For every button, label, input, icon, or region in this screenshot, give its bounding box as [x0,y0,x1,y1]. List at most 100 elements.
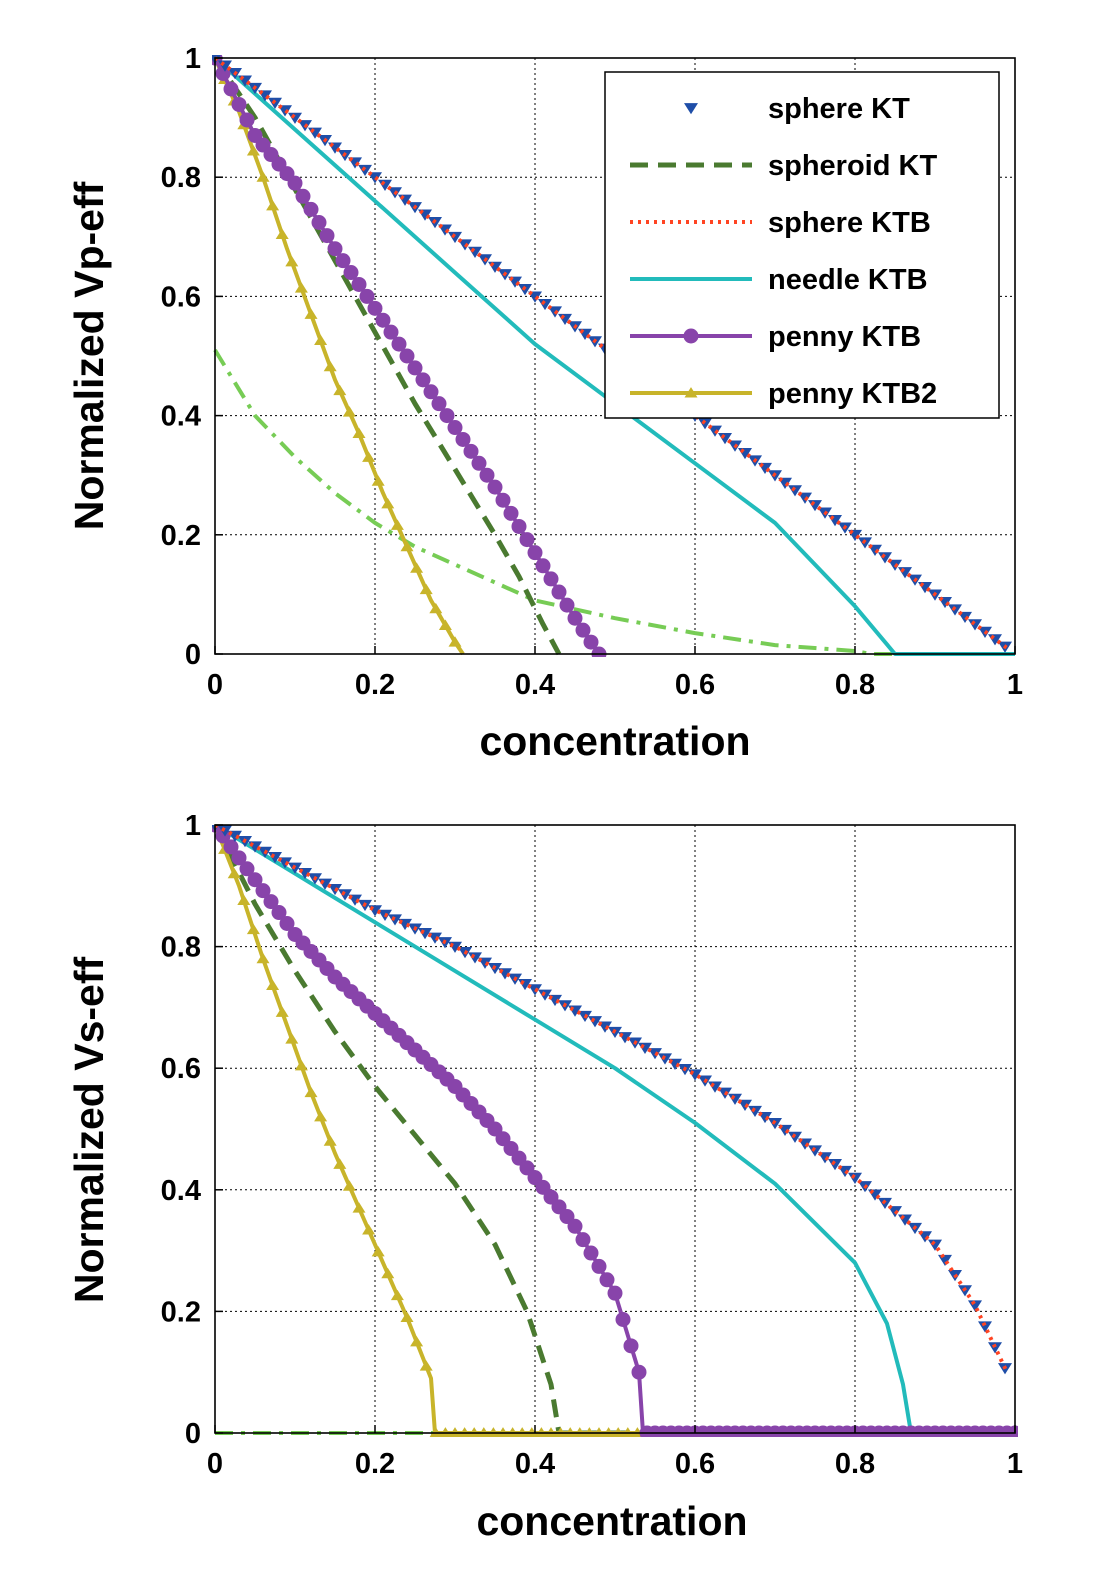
vp-marker-penny-ktb [295,188,311,204]
vs-y-tick-label: 1 [185,810,201,842]
vs-marker-sphere-kt [878,1197,892,1210]
vp-marker-penny-ktb2 [266,199,280,211]
vs-marker-penny-ktb2 [304,1086,318,1098]
vp-marker-sphere-kt [448,231,462,244]
vs-axes-frame [214,824,1016,1434]
vp-chart: 0 0.2 0.4 0.6 0.8 1 0 0.2 0.4 0.6 0.8 1 concentrati… [66,43,1023,764]
vp-legend-item-penny-ktb: penny KTB [630,321,921,353]
vs-marker-penny-ktb [231,850,247,866]
vs-marker-penny-ktb2 [621,1427,634,1437]
vs-series-penny-ktb2 [212,825,1018,1437]
vp-marker-penny-ktb [311,214,327,230]
vp-marker-penny-ktb [535,558,551,574]
vp-marker-penny-ktb2 [352,427,366,439]
vp-marker-penny-ktb2 [438,619,452,630]
vp-marker-penny-ktb [511,518,527,534]
vs-marker-sphere-kt [828,1159,842,1171]
vp-marker-penny-ktb [335,253,351,269]
vs-marker-penny-ktb [567,1218,583,1234]
vs-marker-sphere-kt [808,1145,822,1157]
vs-marker-penny-ktb2 [246,923,260,935]
vs-marker-sphere-kt [848,1172,862,1184]
vp-marker-penny-ktb [215,65,231,81]
vp-x-axis-label: concentration [479,718,750,764]
vs-marker-sphere-kt [958,1285,972,1297]
vp-marker-penny-ktb [303,201,319,217]
vp-marker-penny-ktb [351,276,367,292]
vp-marker-penny-ktb [343,265,359,281]
vs-marker-penny-ktb [583,1245,599,1261]
vp-marker-penny-ktb [231,96,247,112]
vp-x-tick-label: 0.8 [835,669,875,701]
vp-legend-label-needle-ktb: needle KTB [768,264,928,296]
vs-marker-penny-ktb2 [294,1059,308,1071]
vs-marker-penny-ktb2 [285,1033,299,1044]
vs-marker-penny-ktb2 [535,1427,548,1437]
vp-marker-penny-ktb [399,348,415,364]
vp-marker-sphere-kt [288,112,302,124]
vs-marker-penny-ktb2 [554,1427,567,1437]
vs-marker-penny-ktb2 [256,952,270,964]
vs-marker-penny-ktb [599,1272,615,1288]
vs-marker-sphere-kt [938,1254,952,1267]
vs-marker-penny-ktb2 [381,1267,395,1279]
vp-marker-penny-ktb2 [342,406,356,417]
vs-marker-sphere-kt [588,1016,602,1028]
vs-marker-penny-ktb2 [266,979,280,991]
vp-marker-penny-ktb2 [400,540,414,552]
vs-x-axis-label: concentration [476,1498,747,1544]
vp-marker-sphere-kt [968,619,982,631]
vp-y-tick-label: 0.8 [161,162,201,194]
vp-marker-penny-ktb [375,312,391,328]
vp-marker-penny-ktb [423,384,439,400]
vs-marker-penny-ktb2 [516,1427,529,1437]
vs-y-tick-label: 0 [185,1418,201,1450]
vp-x-tick-label: 0.2 [355,669,395,701]
vs-marker-penny-ktb [615,1312,631,1328]
vp-marker-penny-ktb [463,443,479,459]
vs-marker-penny-ktb2 [439,1427,452,1437]
vp-marker-penny-ktb [319,228,335,244]
vp-marker-penny-ktb [287,175,303,191]
vp-y-axis-label: Normalized Vp-eff [66,181,112,530]
vp-marker-penny-ktb2 [390,519,404,530]
vp-marker-penny-ktb [487,479,503,495]
vp-marker-penny-ktb2 [419,583,433,595]
vp-marker-penny-ktb2 [314,334,328,346]
vs-marker-penny-ktb2 [314,1110,328,1122]
vs-series-spheroid-kt [212,825,1015,1436]
vs-marker-penny-ktb2 [237,894,251,905]
vs-marker-sphere-kt [768,1118,782,1130]
vp-marker-sphere-kt [358,164,372,177]
vs-marker-penny-ktb2 [323,1135,337,1146]
vs-marker-sphere-kt [538,989,552,1001]
vs-marker-sphere-kt [468,952,482,964]
vs-series-needle-ktb [213,825,1015,1435]
vs-marker-penny-ktb [279,915,295,931]
vp-marker-penny-ktb2 [410,562,424,573]
vp-marker-penny-ktb2 [362,451,376,462]
vp-x-tick-label: 0 [207,669,223,701]
vp-marker-penny-ktb [455,431,471,447]
vs-marker-penny-ktb [631,1364,647,1380]
vs-marker-penny-ktb2 [410,1335,424,1347]
vs-marker-sphere-kt [278,857,292,869]
vp-x-tick-label: 0.6 [675,669,715,701]
vp-legend-label-spheroid-kt: spheroid KT [768,150,937,182]
vs-line-spheroid-kt [212,825,1015,1436]
vp-marker-penny-ktb [503,505,519,521]
vs-marker-sphere-kt [338,889,352,901]
vs-marker-penny-ktb [591,1258,607,1274]
vs-x-tick-label: 0.6 [675,1448,715,1480]
vp-marker-sphere-kt [958,611,972,624]
vp-legend-item-sphere-ktb: sphere KTB [630,207,931,239]
vs-marker-penny-ktb [223,839,239,855]
vs-line-needle-ktb [213,825,1015,1435]
vp-legend-item-needle-ktb: needle KTB [630,264,928,296]
vp-marker-penny-ktb [543,571,559,587]
vp-y-tick-label: 0.6 [161,281,201,313]
vp-y-tick-label: 0.2 [161,520,201,552]
vs-marker-penny-ktb2 [390,1289,404,1301]
vs-marker-penny-ktb2 [612,1427,625,1437]
